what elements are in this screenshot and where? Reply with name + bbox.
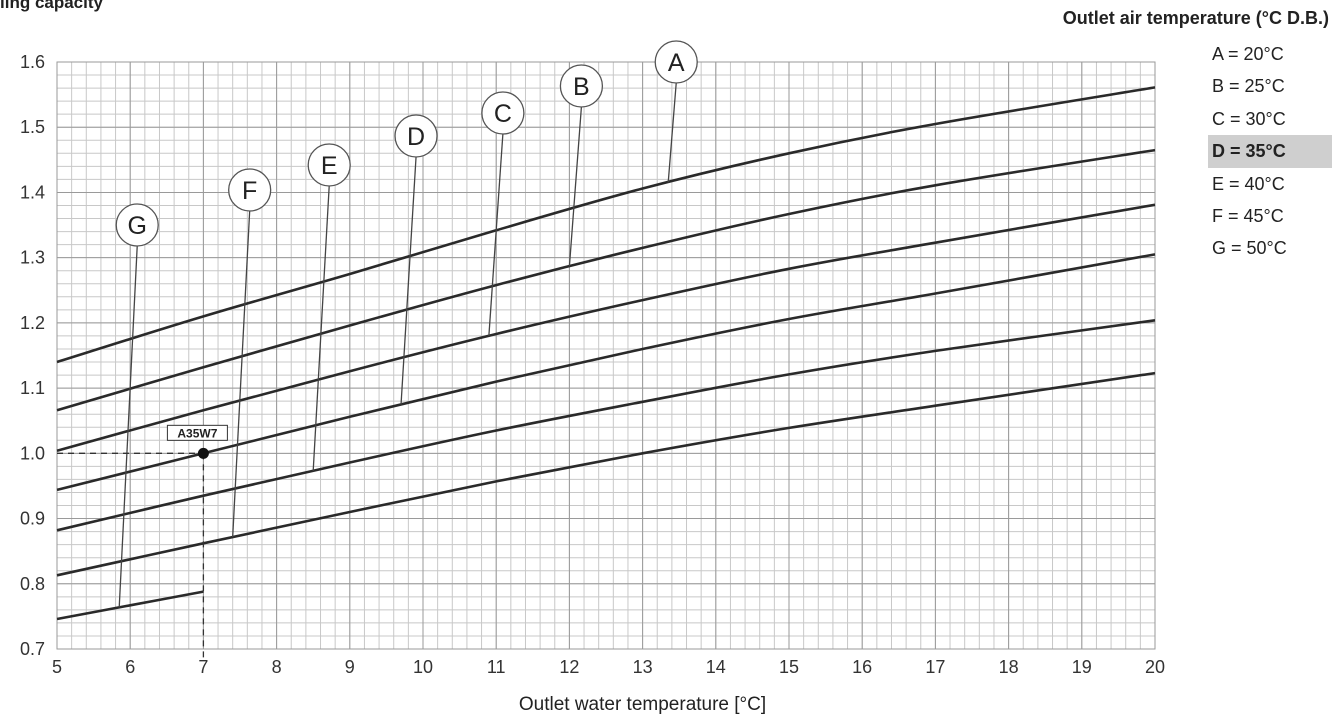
callout-leader <box>667 82 677 183</box>
y-tick-label: 1.5 <box>20 117 45 137</box>
x-tick-label: 5 <box>52 657 62 677</box>
callout-circle <box>394 114 438 158</box>
x-axis-label: Outlet water temperature [°C] <box>518 694 767 715</box>
x-tick-label: 19 <box>1072 657 1092 677</box>
legend-label: A = 20°C <box>1212 44 1284 64</box>
tick-labels: 5 6 7 8 9 10 11 12 13 14 15 16 17 18 19 20 0.7 0.8 0.9 1.0 1… <box>20 52 1165 677</box>
x-tick-label: 10 <box>413 657 433 677</box>
x-tick-label: 17 <box>925 657 945 677</box>
series-callouts: A B C D E F G <box>115 40 698 608</box>
legend-label: E = 40°C <box>1212 173 1285 194</box>
y-tick-label: 0.7 <box>20 639 45 659</box>
y-tick-label: 0.8 <box>20 574 45 594</box>
y-tick-label: 0.9 <box>20 509 45 529</box>
plot-frame <box>56 61 1156 650</box>
y-tick-label: 1.3 <box>20 248 45 268</box>
series-line-e <box>56 319 1156 532</box>
callout-circle <box>654 40 698 84</box>
y-tick-label: 1.4 <box>20 182 45 202</box>
callout-leader <box>118 245 138 608</box>
x-tick-label: 11 <box>487 657 506 677</box>
x-tick-label: 7 <box>198 657 208 677</box>
legend-label: B = 25°C <box>1212 76 1285 97</box>
legend-item-e: E = 40°C <box>1208 168 1332 200</box>
callout-leader <box>312 185 330 471</box>
legend-label: F = 45°C <box>1212 205 1284 226</box>
callout-label: D <box>407 123 425 151</box>
x-tick-label: 15 <box>779 657 799 677</box>
annotation: A35W7 <box>57 424 228 659</box>
y-tick-label: 1.6 <box>20 52 45 72</box>
legend-title: Outlet air temperature (°C D.B.) <box>1062 8 1329 28</box>
callout-label: A <box>668 49 685 77</box>
callout-label: E <box>321 152 338 180</box>
callout-label: C <box>494 100 512 128</box>
y-tick-label: 1.0 <box>20 443 45 463</box>
x-tick-label: 6 <box>125 657 135 677</box>
legend-item-f: F = 45°C <box>1208 200 1332 232</box>
y-tick-label: 1.2 <box>20 313 45 333</box>
callout-leader <box>488 133 504 336</box>
legend-label: C = 30°C <box>1212 108 1286 129</box>
x-tick-label: 16 <box>852 657 872 677</box>
series-line-b <box>56 148 1156 412</box>
x-tick-label: 9 <box>345 657 355 677</box>
legend-label: G = 50°C <box>1212 238 1287 259</box>
callout-label: G <box>127 212 146 240</box>
x-tick-label: 13 <box>633 657 653 677</box>
y-tick-label: 1.1 <box>20 378 45 398</box>
series-line-c <box>56 203 1156 452</box>
annotation-label: A35W7 <box>177 426 217 440</box>
legend-item-d: D = 35°C <box>1208 135 1332 168</box>
annotation-point <box>197 447 209 459</box>
x-tick-label: 20 <box>1145 657 1165 677</box>
callout-circle <box>559 64 604 108</box>
series-line-g <box>56 590 204 621</box>
callout-circle <box>115 203 159 247</box>
x-tick-label: 8 <box>272 657 282 677</box>
annotation-label-box <box>166 424 228 441</box>
x-tick-label: 18 <box>999 657 1019 677</box>
x-axis-label-wrap: Outlet water temperature [°C] <box>0 694 1230 716</box>
callout-label: F <box>242 177 257 205</box>
series-lines <box>56 86 1156 621</box>
series-line-a <box>56 86 1156 364</box>
chart-title: ling capacity <box>0 0 103 12</box>
grid <box>56 61 1156 650</box>
callout-leader <box>568 106 583 267</box>
x-tick-label: 14 <box>706 657 726 677</box>
callout-circle <box>228 168 272 212</box>
legend-item-b: B = 25°C <box>1208 70 1332 102</box>
legend-item-c: C = 30°C <box>1208 103 1332 135</box>
legend-item-g: G = 50°C <box>1208 232 1332 264</box>
callout-circle <box>481 91 525 135</box>
legend-label: D = 35°C <box>1212 141 1286 162</box>
callout-leader <box>232 210 251 538</box>
legend: A = 20°C B = 25°C C = 30°C D = 35°C E = … <box>1208 38 1332 265</box>
series-line-f <box>56 371 1156 577</box>
legend-item-a: A = 20°C <box>1208 38 1332 70</box>
series-line-d <box>56 253 1156 492</box>
callout-label: B <box>573 73 590 101</box>
callout-leader <box>400 156 417 405</box>
x-tick-label: 12 <box>559 657 579 677</box>
callout-circle <box>307 143 351 187</box>
